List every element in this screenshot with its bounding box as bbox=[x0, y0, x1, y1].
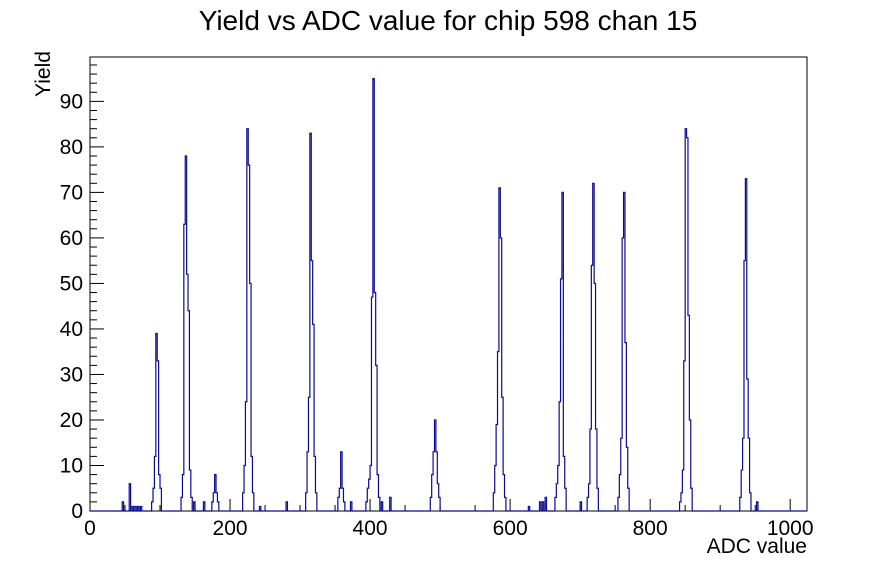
y-tick-label: 50 bbox=[60, 272, 83, 295]
x-tick-label: 0 bbox=[84, 517, 96, 540]
y-tick-label: 0 bbox=[71, 500, 83, 523]
chart-title: Yield vs ADC value for chip 598 chan 15 bbox=[198, 5, 698, 36]
y-axis-title: Yield bbox=[32, 51, 55, 97]
x-axis-title: ADC value bbox=[707, 535, 807, 558]
y-tick-label: 10 bbox=[60, 454, 83, 477]
y-tick-label: 20 bbox=[60, 409, 83, 432]
y-tick-label: 80 bbox=[60, 136, 83, 159]
x-tick-label: 600 bbox=[493, 517, 528, 540]
x-tick-label: 400 bbox=[353, 517, 388, 540]
y-tick-label: 30 bbox=[60, 363, 83, 386]
y-tick-label: 40 bbox=[60, 318, 83, 341]
x-tick-label: 1000 bbox=[767, 517, 814, 540]
y-tick-label: 90 bbox=[60, 90, 83, 113]
y-tick-label: 70 bbox=[60, 181, 83, 204]
plot-frame bbox=[89, 56, 808, 512]
x-tick-label: 200 bbox=[213, 517, 248, 540]
x-tick-label: 800 bbox=[633, 517, 668, 540]
y-tick-label: 60 bbox=[60, 227, 83, 250]
histogram-line bbox=[90, 78, 807, 512]
